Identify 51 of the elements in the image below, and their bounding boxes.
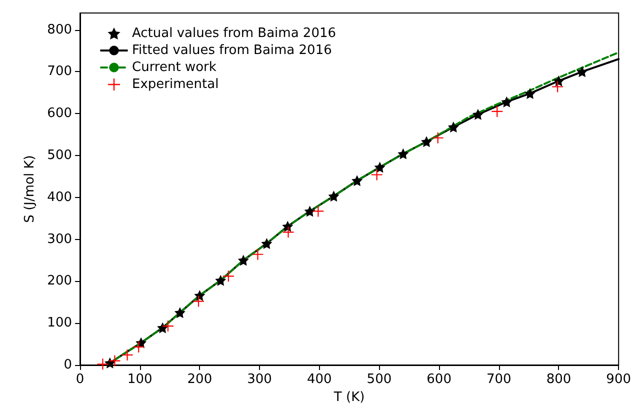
y-tick-label: 600 bbox=[47, 106, 72, 122]
point bbox=[398, 148, 409, 160]
point bbox=[252, 248, 264, 260]
x-tick-label: 200 bbox=[187, 372, 212, 387]
point bbox=[448, 121, 459, 132]
point bbox=[122, 349, 133, 360]
point bbox=[312, 206, 324, 217]
point bbox=[552, 81, 564, 92]
x-tick-label: 500 bbox=[366, 372, 392, 387]
y-tick-label: 800 bbox=[47, 22, 72, 38]
legend-label: Fitted values from Baima 2016 bbox=[132, 43, 332, 58]
point bbox=[174, 307, 186, 318]
y-tick-label: 700 bbox=[47, 64, 72, 80]
point bbox=[194, 290, 206, 301]
x-tick-label: 800 bbox=[546, 372, 572, 387]
x-tick-label: 700 bbox=[486, 372, 512, 387]
x-tick-label: 600 bbox=[426, 372, 452, 387]
point bbox=[501, 96, 512, 108]
point bbox=[553, 75, 564, 86]
point bbox=[238, 254, 249, 266]
point bbox=[109, 355, 120, 366]
point bbox=[97, 358, 108, 370]
y-tick-label: 400 bbox=[47, 190, 72, 205]
point bbox=[524, 88, 536, 99]
legend-label: Experimental bbox=[132, 77, 219, 92]
legend-label: Current work bbox=[132, 60, 217, 75]
x-tick-label: 900 bbox=[606, 372, 632, 387]
x-tick-label: 400 bbox=[306, 372, 332, 387]
point bbox=[282, 226, 294, 238]
point bbox=[328, 190, 340, 202]
x-axis-title: T (K) bbox=[332, 390, 365, 405]
point bbox=[576, 66, 588, 78]
y-axis-title: S (J/mol K) bbox=[22, 155, 38, 223]
point bbox=[371, 169, 382, 180]
point bbox=[215, 274, 226, 286]
point bbox=[157, 322, 168, 334]
point bbox=[261, 238, 272, 249]
point bbox=[374, 162, 386, 173]
y-tick-label: 300 bbox=[47, 232, 72, 247]
x-tick-label: 300 bbox=[247, 372, 272, 387]
y-tick-label: 0 bbox=[64, 358, 72, 372]
y-tick-label: 200 bbox=[47, 274, 72, 289]
x-tick-label: 100 bbox=[127, 372, 152, 387]
y-tick-label: 500 bbox=[47, 148, 72, 163]
legend-label: Actual values from Baima 2016 bbox=[132, 26, 336, 41]
point bbox=[352, 175, 363, 186]
point bbox=[304, 206, 316, 217]
point bbox=[420, 136, 432, 148]
y-tick-label: 100 bbox=[47, 316, 72, 331]
x-tick-label: 0 bbox=[76, 372, 84, 387]
point bbox=[472, 108, 484, 120]
